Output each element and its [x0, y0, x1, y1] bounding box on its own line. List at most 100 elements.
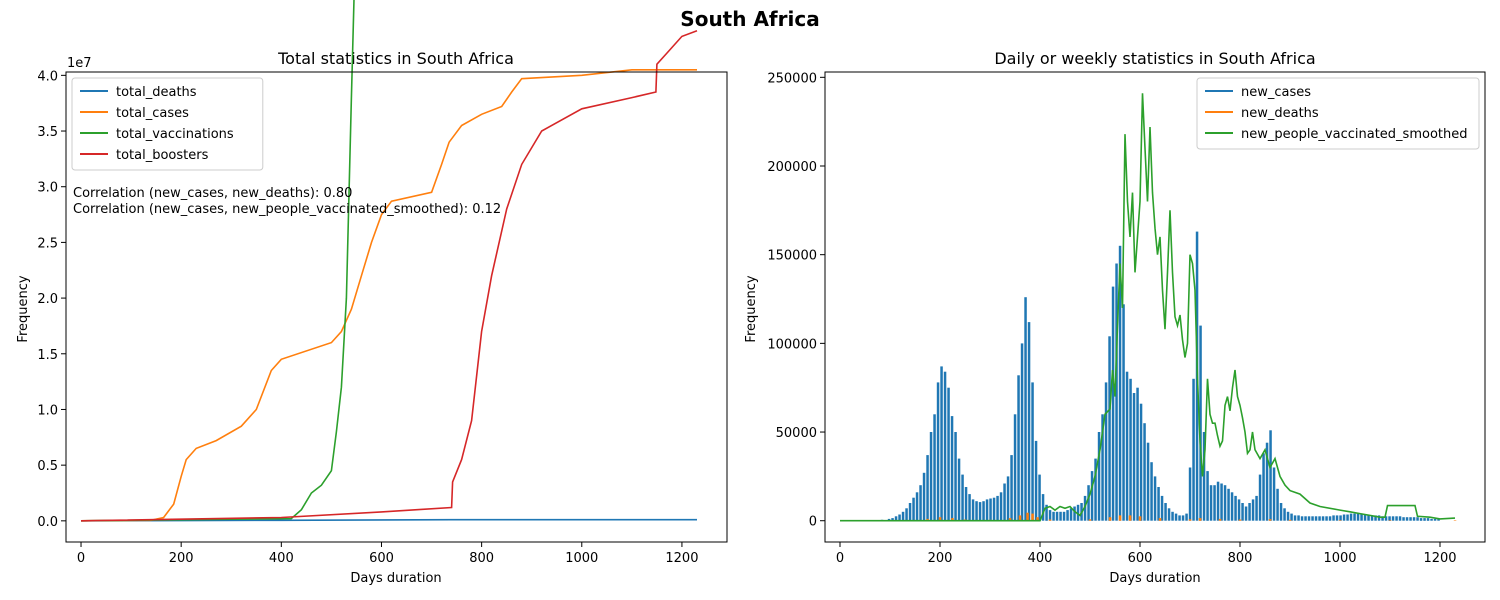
new_cases-bar-148	[1395, 516, 1398, 521]
new_cases-bar-83	[1167, 508, 1171, 521]
new_cases-bar-143	[1377, 515, 1381, 521]
new_cases-bar-17	[936, 382, 940, 521]
new_cases-bar-73	[1132, 393, 1136, 521]
correlation-annotation-1: Correlation (new_cases, new_deaths): 0.8…	[73, 186, 352, 201]
new_cases-bar-77	[1146, 442, 1150, 521]
new_cases-bar-55	[1069, 508, 1073, 521]
new_cases-bar-128	[1325, 516, 1328, 521]
y-tick-label: 150000	[767, 249, 817, 264]
new_deaths-bar-21	[1218, 518, 1222, 521]
figure-title: South Africa	[680, 7, 820, 31]
new_cases-bar-130	[1332, 515, 1335, 521]
legend-label-new_people_vaccinated_smoothed: new_people_vaccinated_smoothed	[1241, 127, 1467, 142]
y-tick-label: 250000	[767, 71, 817, 86]
new_cases-bar-42	[1024, 297, 1027, 521]
legend-label-new_cases: new_cases	[1241, 85, 1311, 100]
new_cases-bar-53	[1062, 511, 1066, 521]
new_cases-bar-15	[929, 432, 933, 521]
new_cases-bar-104	[1241, 503, 1244, 521]
new_cases-bar-117	[1286, 511, 1290, 521]
new_cases-bar-87	[1181, 515, 1185, 521]
new_cases-bar-103	[1237, 499, 1241, 521]
new_cases-bar-110	[1262, 453, 1265, 521]
new_deaths-bar-27	[1453, 520, 1457, 521]
legend-box	[71, 77, 264, 171]
new_cases-bar-141	[1370, 515, 1374, 521]
total_cases-line	[80, 69, 697, 522]
y-tick-label: 0.0	[37, 515, 58, 530]
x-tick-label: 1000	[1323, 551, 1356, 566]
new_deaths-bar-18	[1158, 518, 1162, 521]
new_cases-bar-45	[1034, 440, 1038, 521]
new_cases-bar-145	[1384, 516, 1388, 521]
new_cases-bar-30	[982, 501, 985, 521]
new_deaths-bar-8	[1018, 515, 1022, 521]
new_cases-bar-46	[1038, 474, 1041, 521]
new_cases-bar-3	[887, 518, 891, 521]
new_cases-bar-108	[1255, 495, 1258, 521]
new_cases-bar-8	[905, 508, 908, 521]
new_deaths-bar-12	[1048, 519, 1052, 521]
total_vaccinations-line	[80, 0, 355, 522]
new_cases-bar-96	[1213, 485, 1216, 521]
new_cases-bar-125	[1314, 516, 1318, 521]
new_cases-bar-138	[1360, 513, 1363, 521]
new_cases-bar-40	[1017, 375, 1020, 521]
new_cases-bar-33	[992, 497, 996, 521]
new_deaths-bar-9	[1026, 512, 1029, 521]
new_cases-bar-38	[1010, 455, 1013, 521]
new_cases-bar-140	[1367, 515, 1370, 521]
new_cases-bar-52	[1059, 511, 1062, 521]
new_cases-bar-134	[1346, 514, 1349, 521]
new_cases-bar-44	[1031, 382, 1034, 521]
new_cases-bar-20	[947, 387, 950, 521]
new_cases-bar-18	[940, 366, 943, 521]
new_cases-bar-93	[1202, 432, 1206, 521]
new_deaths-bar-26	[1388, 520, 1392, 521]
new_cases-bar-4	[891, 518, 894, 521]
new_cases-bar-124	[1311, 516, 1314, 521]
new_cases-bar-90	[1192, 378, 1195, 521]
new_cases-bar-13	[922, 472, 926, 521]
new_deaths-bar-11	[1036, 517, 1039, 521]
new_cases-bar-35	[999, 492, 1003, 521]
new_cases-bar-133	[1342, 514, 1346, 521]
x-tick-label: 1200	[665, 551, 698, 566]
new_cases-bar-37	[1006, 476, 1010, 521]
y-axis-offset-label: 1e7	[67, 56, 92, 71]
new_cases-bar-144	[1381, 516, 1384, 521]
new_cases-bar-157	[1426, 518, 1430, 521]
y-tick-label: 100000	[767, 337, 817, 352]
new_cases-bar-135	[1349, 513, 1353, 521]
x-axis-label: Days duration	[1109, 571, 1200, 586]
plot-frame	[65, 71, 728, 543]
new_cases-bar-48	[1045, 504, 1048, 521]
new_cases-bar-57	[1076, 504, 1080, 521]
new_cases-bar-126	[1318, 516, 1321, 521]
legend: total_deaths total_cases total_vaccination…	[71, 77, 264, 171]
new_cases-bar-92	[1199, 325, 1202, 521]
new_cases-bar-155	[1419, 518, 1423, 521]
new_cases-bar-65	[1104, 382, 1108, 521]
new_cases-bar-88	[1185, 513, 1188, 521]
new_cases-bar-63	[1097, 432, 1101, 521]
total-statistics-chart: Total statistics in South Africa Days du…	[16, 0, 728, 586]
x-tick-label: 0	[77, 551, 85, 566]
new_cases-bar-12	[919, 485, 922, 521]
new_cases-bar-122	[1304, 516, 1307, 521]
new_cases-bar-151	[1405, 517, 1409, 521]
y-tick-label: 2.0	[37, 292, 58, 307]
x-tick-label: 400	[1028, 551, 1053, 566]
new_cases-bar-97	[1216, 481, 1220, 521]
new_cases-bar-28	[975, 501, 978, 521]
new_cases-bar-149	[1398, 516, 1402, 521]
legend-label-new_deaths: new_deaths	[1241, 106, 1319, 121]
new_cases-bar-153	[1412, 517, 1416, 521]
new_cases-bar-115	[1279, 503, 1283, 521]
new_cases-bar-66	[1108, 336, 1111, 521]
new_cases-bar-146	[1388, 516, 1391, 521]
new_cases-bar-118	[1290, 513, 1293, 521]
y-axis-label: Frequency	[16, 275, 31, 342]
new_cases-bar-89	[1188, 467, 1192, 521]
new_cases-bar-76	[1143, 423, 1146, 521]
